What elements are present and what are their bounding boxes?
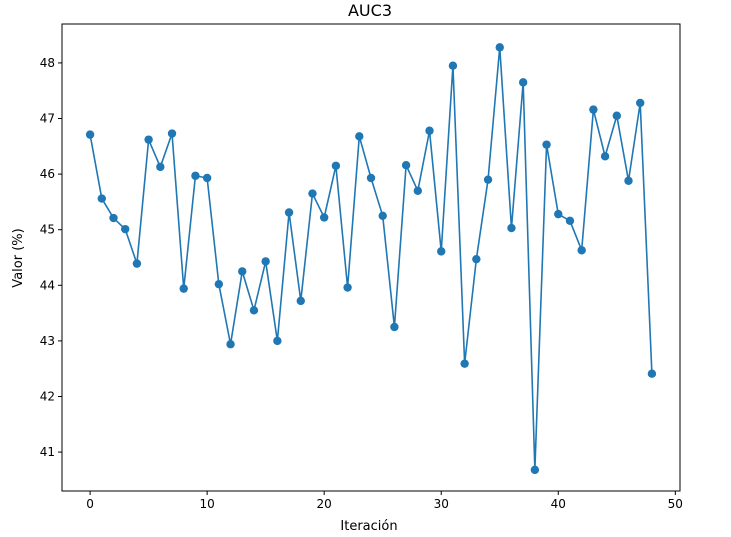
plot-area (61, 23, 681, 492)
data-point (319, 213, 329, 222)
data-point (355, 132, 364, 141)
data-point (600, 152, 610, 161)
data-point (261, 257, 270, 266)
data-point (495, 43, 504, 52)
data-points (85, 43, 657, 475)
data-point (85, 130, 95, 139)
data-point (97, 194, 106, 203)
data-point (425, 126, 434, 135)
y-tick-label: 45 (40, 223, 55, 237)
data-point (226, 340, 235, 349)
y-tick-label: 46 (40, 167, 55, 181)
y-tick-label: 41 (40, 445, 55, 459)
data-point (132, 259, 142, 268)
data-point (401, 161, 411, 170)
data-point (308, 189, 317, 198)
x-tick-label: 30 (434, 497, 449, 511)
y-tick-label: 43 (40, 334, 55, 348)
x-tick-label: 50 (668, 497, 683, 511)
data-point (284, 208, 294, 217)
data-point (577, 246, 586, 255)
chart-title: AUC3 (348, 1, 392, 20)
x-axis-label: Iteración (340, 519, 397, 534)
x-tick-label: 40 (551, 497, 566, 511)
data-point (109, 213, 118, 223)
data-point (472, 254, 481, 264)
data-point (413, 186, 423, 195)
data-point (343, 283, 352, 292)
data-point (156, 162, 165, 172)
x-axis: 0 10 20 30 40 50 (86, 491, 683, 511)
data-point (167, 129, 177, 138)
data-point (378, 211, 387, 221)
data-point (647, 369, 657, 378)
x-tick-label: 10 (199, 497, 214, 511)
data-point (366, 173, 376, 183)
y-tick-label: 42 (40, 389, 55, 403)
data-point (518, 78, 528, 87)
y-axis: 41 42 43 44 45 46 47 48 (40, 56, 62, 459)
data-point (238, 267, 247, 276)
data-point (460, 359, 469, 368)
data-point (202, 173, 212, 183)
data-point (437, 247, 446, 256)
data-point (144, 135, 153, 144)
x-tick-label: 0 (86, 497, 94, 511)
y-tick-label: 48 (40, 56, 55, 70)
data-point (331, 161, 341, 170)
data-point (589, 105, 598, 114)
data-point (483, 175, 493, 184)
data-point (507, 223, 516, 233)
data-point (542, 140, 551, 149)
data-point (554, 209, 563, 219)
data-point (612, 111, 621, 120)
y-tick-label: 47 (40, 112, 55, 126)
data-point (296, 296, 305, 306)
data-point (390, 322, 399, 332)
data-point (214, 279, 224, 289)
y-tick-label: 44 (40, 278, 55, 292)
data-point (636, 98, 645, 108)
data-point (530, 465, 540, 475)
x-tick-label: 20 (317, 497, 332, 511)
data-point (191, 171, 200, 180)
data-point (448, 61, 458, 70)
data-point (624, 176, 633, 185)
y-axis-label: Valor (%) (11, 228, 26, 287)
data-point (273, 336, 282, 346)
data-point (565, 216, 575, 226)
data-point (249, 306, 259, 315)
data-point (121, 224, 130, 234)
data-point (179, 284, 188, 293)
